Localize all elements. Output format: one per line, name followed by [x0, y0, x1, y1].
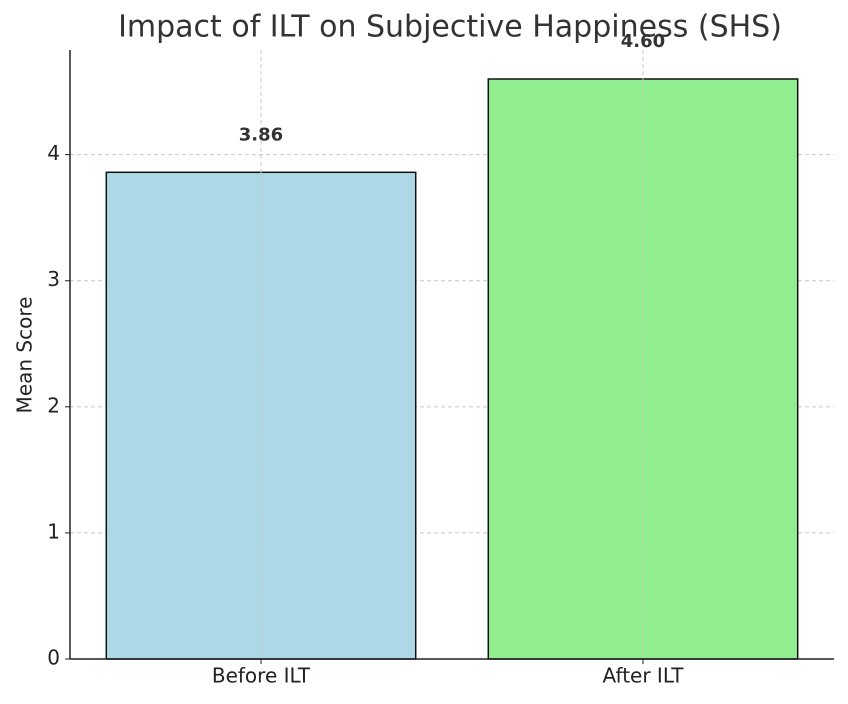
y-tick-label: 0 [47, 646, 60, 670]
value-label: 3.86 [239, 124, 283, 145]
x-tick-label: After ILT [603, 664, 685, 688]
value-label: 4.60 [621, 31, 665, 52]
y-tick-label: 1 [47, 519, 60, 543]
x-tick-label: Before ILT [212, 664, 311, 688]
y-tick-label: 4 [47, 141, 60, 165]
y-axis-label: Mean Score [13, 297, 37, 414]
chart-title: Impact of ILT on Subjective Happiness (S… [118, 10, 782, 45]
y-tick-label: 2 [47, 393, 60, 417]
y-tick-label: 3 [47, 267, 60, 291]
